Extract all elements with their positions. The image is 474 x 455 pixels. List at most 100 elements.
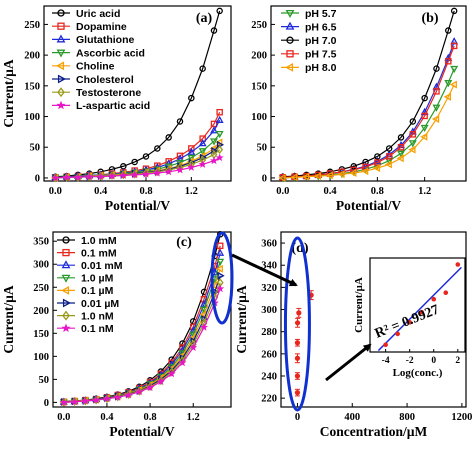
panel-label: (c) bbox=[176, 235, 192, 250]
data-point bbox=[445, 58, 452, 65]
data-point bbox=[396, 154, 404, 163]
data-point bbox=[113, 393, 122, 401]
legend-label: Uric acid bbox=[76, 8, 120, 20]
legend-marker bbox=[57, 87, 65, 98]
data-point bbox=[107, 171, 117, 180]
legend-item-0-1-nm: 0.1 nM bbox=[57, 323, 114, 335]
legend-label: pH 6.5 bbox=[305, 21, 337, 33]
data-point bbox=[215, 153, 224, 162]
data-point bbox=[216, 248, 225, 256]
legend-marker bbox=[57, 9, 65, 17]
data-point bbox=[215, 138, 223, 147]
series-line bbox=[55, 10, 221, 178]
y-tick-label: 260 bbox=[261, 349, 277, 360]
panel-c-concentration-cv: 0.0 0.4 0.8 1.2 0 50 100 150 200 250 300 350 Potenti… bbox=[1, 231, 232, 439]
data-point bbox=[337, 170, 345, 179]
data-point bbox=[215, 264, 223, 273]
series-line bbox=[55, 157, 220, 179]
x-tick-label: 1.2 bbox=[185, 186, 198, 197]
data-point bbox=[153, 167, 161, 177]
data-point bbox=[216, 145, 224, 155]
series-line bbox=[282, 10, 455, 178]
data-point bbox=[142, 168, 150, 178]
y-tick-label: 300 bbox=[261, 305, 277, 316]
inset-data-point bbox=[455, 262, 461, 267]
legend-item-ph-7-5: pH 7.5 bbox=[281, 49, 337, 61]
legend-item-uric-acid: Uric acid bbox=[52, 8, 120, 20]
legend-label: Cholesterol bbox=[76, 74, 134, 86]
data-point bbox=[187, 147, 196, 155]
data-point bbox=[349, 169, 357, 177]
y-tick-label: 350 bbox=[33, 237, 49, 248]
data-point bbox=[81, 396, 90, 405]
data-point bbox=[373, 156, 382, 165]
data-point bbox=[62, 173, 71, 181]
legend-item-1-0-nm: 1.0 nM bbox=[57, 310, 114, 322]
data-point bbox=[294, 390, 301, 396]
data-point bbox=[397, 150, 405, 158]
plot-frame bbox=[280, 231, 467, 408]
legend-label: 1.0 nM bbox=[81, 310, 114, 322]
data-point bbox=[210, 27, 218, 34]
data-point bbox=[199, 153, 208, 162]
legend-marker bbox=[286, 36, 294, 44]
inset-data-point bbox=[431, 296, 437, 302]
y-tick-label: 320 bbox=[261, 283, 277, 294]
legend-item-0-01-mm: 0.01 mM bbox=[57, 260, 123, 272]
data-point bbox=[198, 139, 207, 147]
data-point bbox=[216, 108, 223, 116]
y-tick-label: 250 bbox=[33, 283, 49, 294]
data-point bbox=[85, 172, 94, 181]
data-point bbox=[294, 355, 301, 361]
legend-label: 0.1 µM bbox=[81, 285, 114, 297]
legend-marker bbox=[285, 21, 295, 30]
data-point bbox=[374, 153, 381, 160]
data-point bbox=[142, 153, 150, 160]
legend-label: pH 5.7 bbox=[305, 8, 337, 20]
data-point bbox=[397, 143, 405, 151]
inset-x-tick-label: -2 bbox=[406, 356, 414, 366]
x-tick-label: 400 bbox=[344, 412, 360, 423]
legend-label: Ascorbic acid bbox=[76, 47, 145, 59]
legend-item-1-0-mm: 1.0 mM bbox=[57, 235, 117, 247]
y-tick-label: 280 bbox=[261, 327, 277, 338]
legend-marker bbox=[61, 323, 71, 333]
series-line bbox=[63, 288, 221, 403]
data-point bbox=[215, 115, 224, 123]
data-point bbox=[146, 382, 154, 392]
legend-item-ph-7-0: pH 7.0 bbox=[281, 35, 337, 47]
data-point bbox=[146, 383, 155, 392]
inset-y-axis-title: Current/µA bbox=[353, 277, 365, 333]
legend-item-dopamine: Dopamine bbox=[52, 21, 127, 33]
plot-frame bbox=[270, 5, 467, 182]
y-axis-title: Current/µA bbox=[1, 285, 16, 354]
data-point bbox=[216, 284, 225, 293]
y-tick-label: 50 bbox=[257, 143, 268, 154]
legend-item-choline: Choline bbox=[52, 61, 115, 73]
inset-x-tick-label: 0 bbox=[431, 356, 436, 366]
inset-frame bbox=[369, 257, 466, 353]
y-tick-label: 0 bbox=[44, 398, 49, 409]
legend-item-cholesterol: Cholesterol bbox=[52, 74, 134, 86]
y-tick-label: 200 bbox=[33, 306, 49, 317]
data-point bbox=[432, 104, 441, 112]
y-tick-label: 0 bbox=[35, 173, 40, 184]
data-point bbox=[135, 387, 144, 396]
data-point bbox=[450, 42, 458, 50]
data-point bbox=[96, 172, 105, 181]
y-tick-label: 100 bbox=[24, 112, 40, 123]
legend-item-ph-8-0: pH 8.0 bbox=[281, 62, 337, 74]
legend-label: 0.01 µM bbox=[81, 298, 119, 310]
data-point bbox=[199, 65, 206, 72]
x-tick-label: 0.4 bbox=[94, 186, 108, 197]
legend-item-ascorbic-acid: Ascorbic acid bbox=[52, 47, 145, 59]
annotation-overlay bbox=[210, 231, 372, 382]
x-tick-label: 0 bbox=[295, 412, 300, 423]
inset-data-point bbox=[443, 290, 449, 296]
data-point bbox=[384, 160, 392, 169]
data-point bbox=[209, 156, 219, 165]
data-point bbox=[97, 171, 105, 181]
plot-frame bbox=[43, 5, 232, 182]
series-line bbox=[55, 119, 221, 178]
plot-frame bbox=[52, 231, 232, 408]
